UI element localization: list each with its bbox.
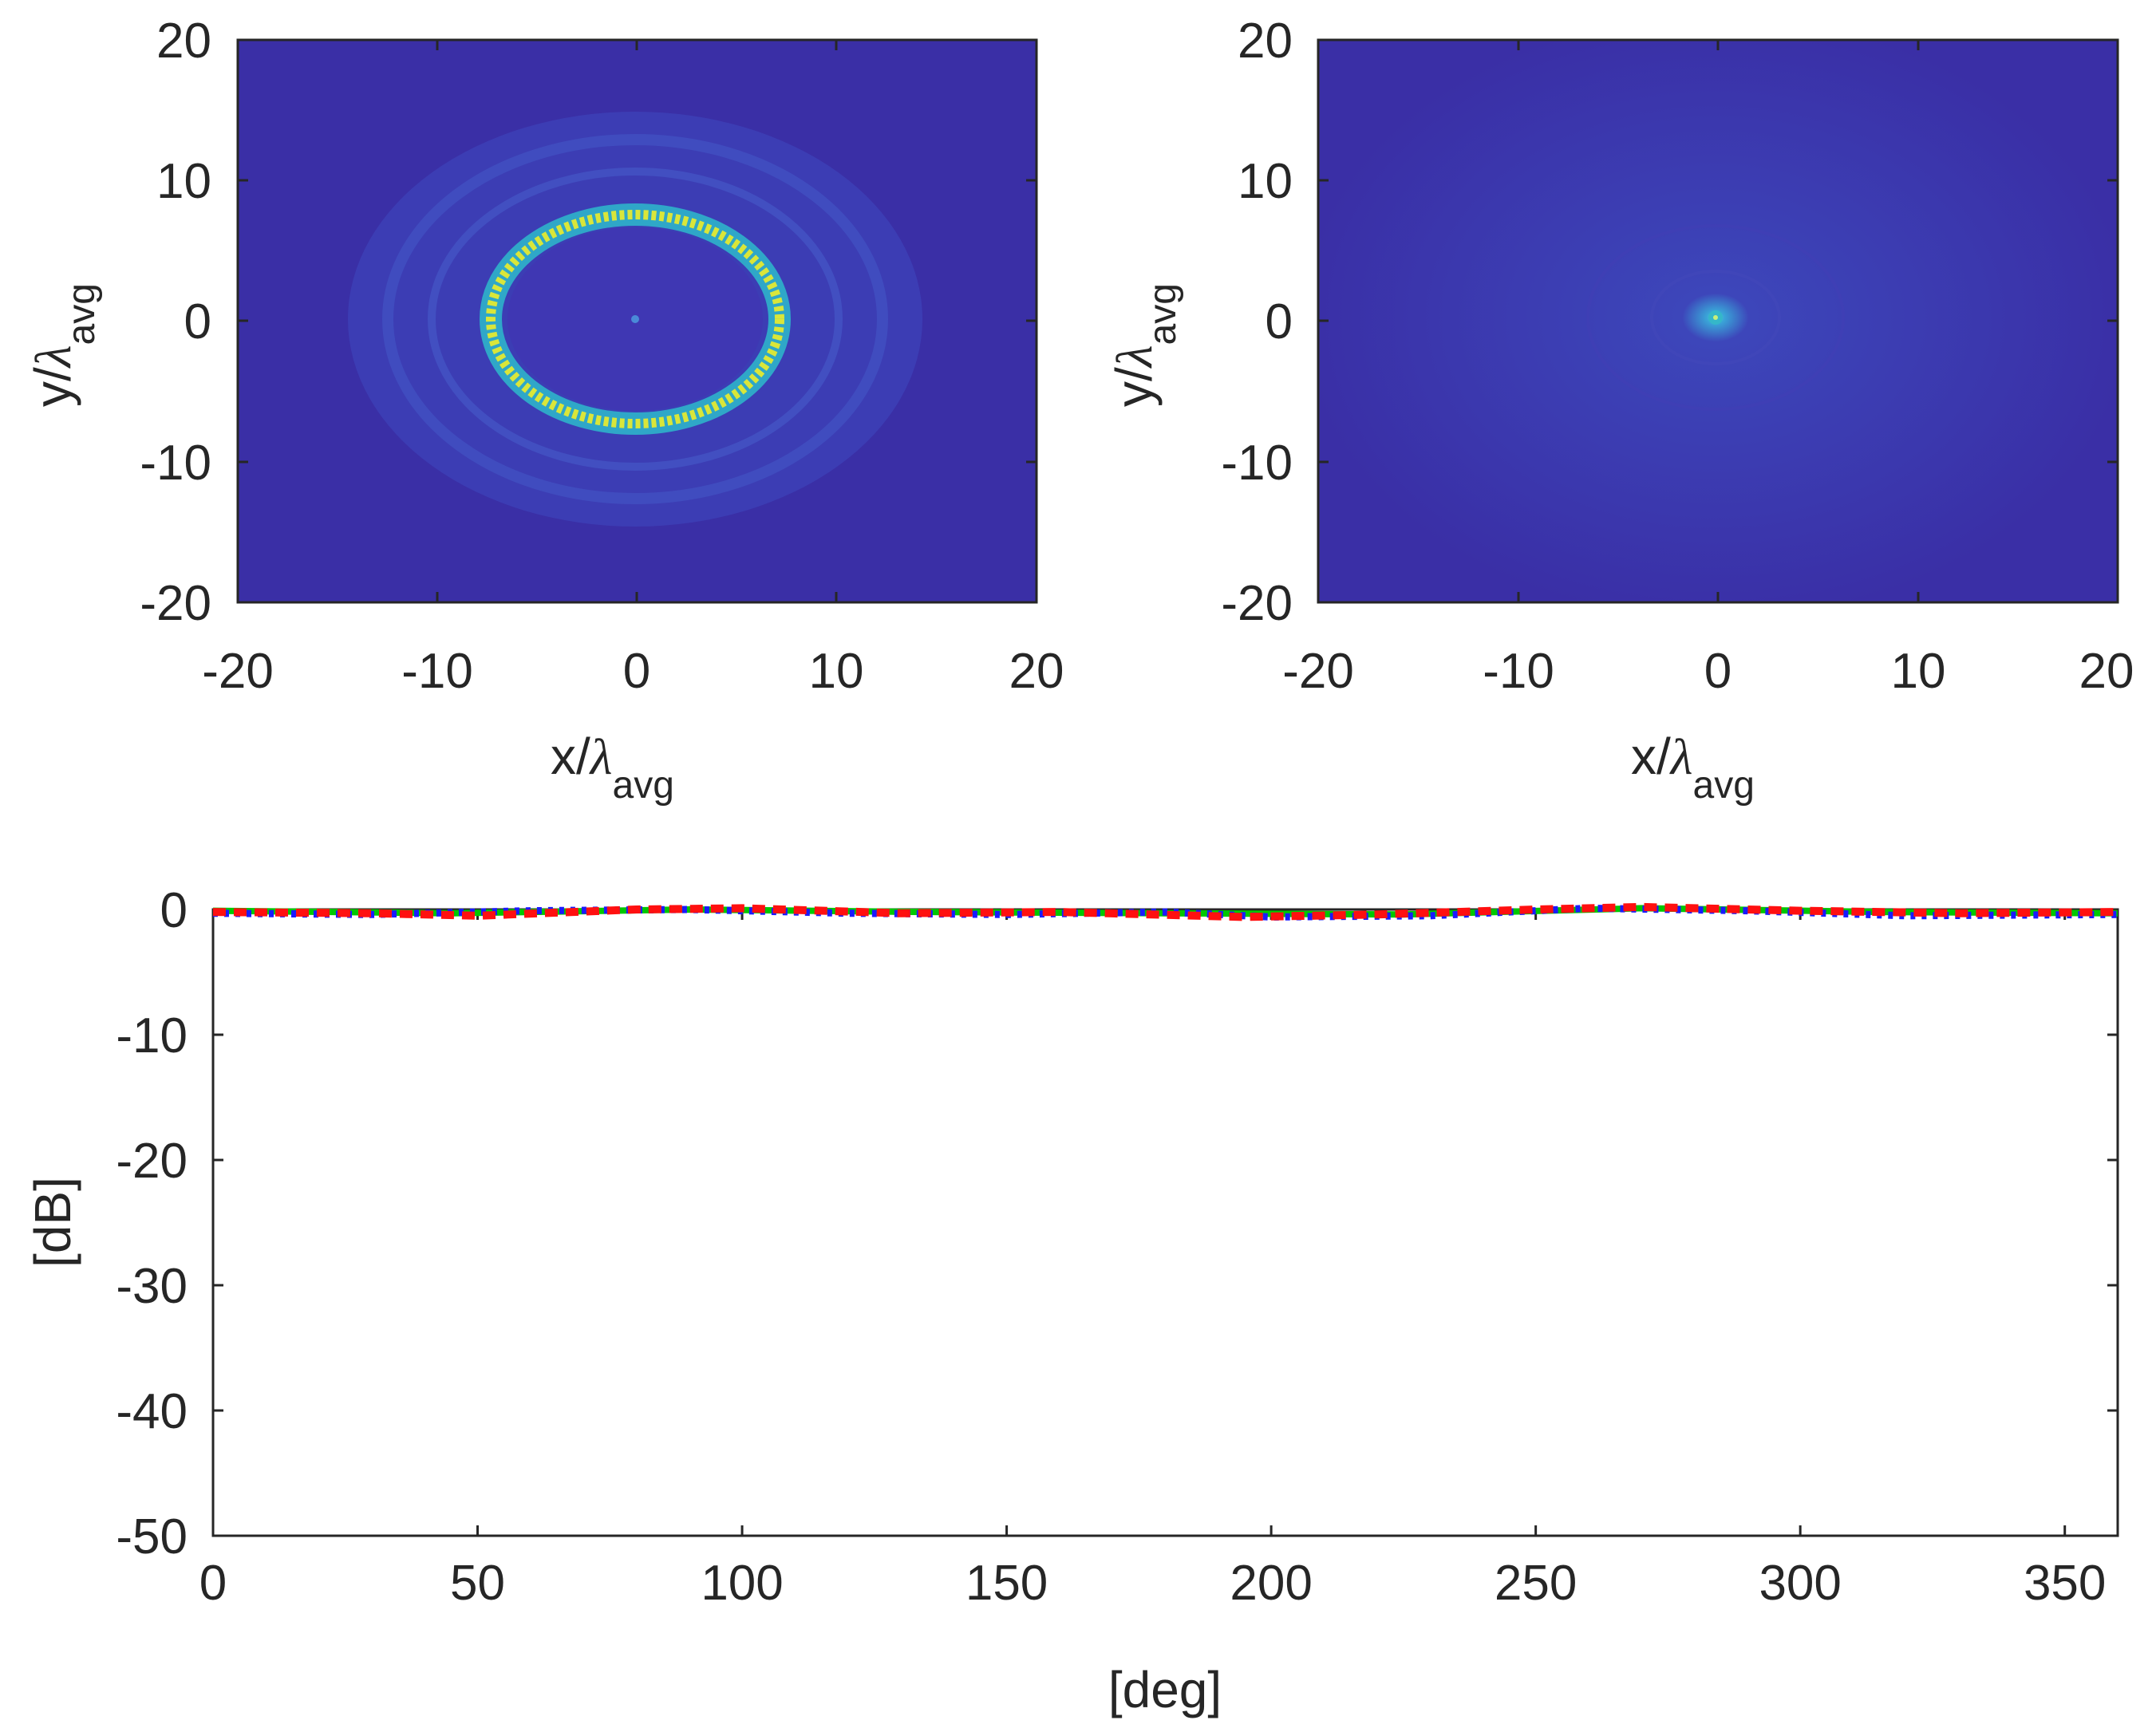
line-chart-xlabel: [deg] [1108, 1661, 1222, 1718]
heatmap-left-xlabel: x/λavg [551, 728, 674, 807]
heatmap-left-ytick: 20 [156, 14, 211, 69]
heatmap-left-xtick: 0 [623, 644, 650, 699]
line-chart-ytick-label: -30 [116, 1259, 188, 1314]
heatmap-right-xlabel: x/λavg [1631, 728, 1755, 807]
heatmap-right-ytick: 0 [1266, 294, 1293, 349]
heatmap-left-ytick: -10 [140, 436, 211, 491]
line-chart-xtick-label: 350 [2024, 1556, 2106, 1611]
heatmap-right-xtick: -20 [1282, 644, 1354, 699]
heatmap-left-ytick: 0 [184, 294, 211, 349]
heatmap-left-xtick: -20 [202, 644, 274, 699]
heatmap-right-ytick: 20 [1238, 14, 1293, 69]
heatmap-left-ytick: 10 [156, 154, 211, 209]
line-chart-xtick-label: 50 [450, 1556, 505, 1611]
line-chart-ytick-label: 0 [160, 883, 188, 938]
line-chart-ytick-label: -20 [116, 1134, 188, 1189]
heatmap-right-center-core [1713, 315, 1718, 320]
heatmap-left: -20 -10 0 10 20 20 10 0 -10 -20 x/λavg y… [24, 14, 1064, 807]
heatmap-right-ticks [1318, 40, 2118, 602]
line-chart-xtick-label: 200 [1230, 1556, 1312, 1611]
heatmap-right-faint-ring [1586, 224, 1845, 411]
line-chart-ylabel: [dB] [24, 1177, 81, 1268]
line-chart-xtick-label: 250 [1495, 1556, 1577, 1611]
line-chart: 0 50 100 150 200 250 300 350 0 -10 -20 -30 -40 -50 [d… [24, 883, 2119, 1718]
line-chart-xtick-label: 150 [965, 1556, 1048, 1611]
line-chart-ytick-label: -10 [116, 1008, 188, 1063]
line-chart-xtick-label: 0 [199, 1556, 227, 1611]
heatmap-left-ylabel: y/λavg [24, 283, 103, 407]
heatmap-left-outer-ring-2 [428, 168, 843, 471]
heatmap-right-ytick: -20 [1221, 576, 1293, 631]
heatmap-right-xtick: 20 [2079, 644, 2134, 699]
heatmap-right-faint-ring-2 [1650, 270, 1781, 365]
heatmap-right-xtick: 0 [1704, 644, 1732, 699]
heatmap-left-ytick: -20 [140, 576, 211, 631]
heatmap-left-ring [486, 210, 784, 428]
heatmap-left-xtick: -10 [401, 644, 473, 699]
heatmap-left-outer-ring [382, 134, 888, 504]
line-chart-ytick-label: -50 [116, 1509, 188, 1564]
heatmap-right-xtick: -10 [1483, 644, 1554, 699]
line-chart-xtick-label: 100 [701, 1556, 783, 1611]
heatmap-left-center-dot [631, 315, 639, 323]
heatmap-left-ticks [238, 40, 1037, 602]
heatmap-right-xtick: 10 [1891, 644, 1946, 699]
heatmap-left-xtick: 20 [1009, 644, 1064, 699]
line-chart-ticks: 0 50 100 150 200 250 300 350 0 -10 -20 -30 -40 -50 [116, 883, 2118, 1611]
line-chart-ytick-label: -40 [116, 1384, 188, 1439]
line-series-red [212, 902, 2118, 921]
heatmap-right: -20 -10 0 10 20 20 10 0 -10 -20 x/λavg y… [1105, 14, 2134, 807]
heatmap-left-xtick: 10 [809, 644, 864, 699]
line-chart-series [212, 902, 2118, 921]
heatmap-right-ylabel: y/λavg [1105, 283, 1184, 407]
line-chart-frame [211, 908, 2119, 1537]
line-chart-xtick-label: 300 [1759, 1556, 1841, 1611]
heatmap-right-ytick: 10 [1238, 154, 1293, 209]
heatmap-right-ytick: -10 [1221, 436, 1293, 491]
